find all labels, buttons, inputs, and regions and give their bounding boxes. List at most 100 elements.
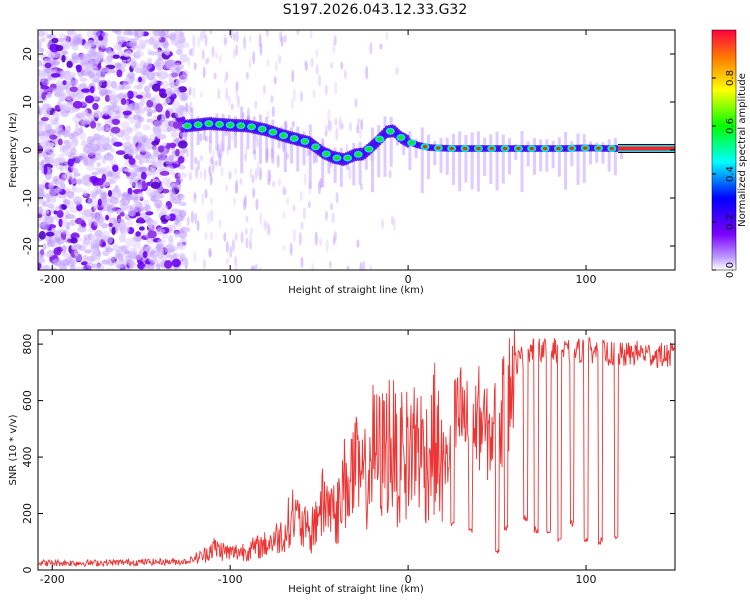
heatmap-cell — [178, 140, 188, 149]
heatmap-cell — [109, 147, 116, 153]
heatmap-cell — [272, 180, 276, 188]
heatmap-cell — [211, 46, 215, 58]
heatmap-cell — [67, 158, 75, 167]
heatmap-cell — [266, 59, 270, 67]
heatmap-cell — [268, 169, 272, 182]
heatmap-cell — [105, 127, 112, 132]
snr-trace — [38, 330, 675, 568]
heatmap-cell — [223, 34, 227, 47]
heatmap-cell — [303, 173, 307, 186]
heatmap-cell — [159, 248, 165, 255]
snr-x-tick-label: -200 — [40, 573, 65, 586]
heatmap-cell — [299, 190, 303, 202]
heatmap-cell — [225, 241, 229, 253]
heatmap-cell — [109, 159, 116, 165]
heatmap-cell — [175, 66, 181, 75]
heatmap-cell — [249, 168, 253, 179]
heatmap-cell — [216, 143, 220, 158]
ridge-blob-core — [333, 155, 340, 161]
heatmap-cell — [135, 94, 144, 99]
ridge-blob-core — [216, 122, 223, 127]
heatmap-cell — [58, 71, 64, 80]
ridge-blob-core — [301, 139, 308, 144]
heatmap-cell — [71, 139, 79, 148]
heatmap-cell — [282, 211, 286, 219]
heatmap-cell — [197, 36, 201, 49]
heatmap-cell — [101, 231, 110, 240]
heatmap-cell — [152, 145, 159, 153]
ridge-blob-core — [397, 135, 404, 140]
heatmap-cell — [208, 135, 212, 142]
heatmap-cell — [152, 258, 158, 268]
heatmap-cell — [156, 150, 162, 159]
heatmap-cell — [38, 200, 43, 205]
heatmap-cell — [38, 73, 46, 83]
heatmap-cell — [161, 253, 168, 262]
heatmap-cell — [241, 111, 245, 120]
heatmap-cell — [174, 231, 180, 238]
heatmap-cell — [255, 263, 259, 270]
heatmap-cell — [252, 265, 256, 270]
heatmap-cell — [324, 84, 328, 96]
heatmap-smear — [377, 125, 381, 178]
heatmap-cell — [86, 165, 96, 171]
heatmap-cell — [76, 64, 82, 73]
heatmap-cell — [79, 77, 88, 83]
heatmap-cell — [105, 214, 110, 221]
heatmap-cell — [74, 200, 81, 206]
heatmap-cell — [114, 94, 120, 103]
heatmap-cell — [122, 193, 132, 198]
heatmap-cell — [142, 251, 148, 259]
heatmap-cell — [57, 129, 67, 136]
heatmap-cell — [158, 72, 166, 81]
snr-y-tick-label: 600 — [21, 390, 34, 411]
heatmap-smear — [464, 134, 468, 183]
heatmap-cell — [204, 231, 208, 241]
heatmap-cell — [185, 102, 189, 113]
heatmap-cell — [186, 216, 190, 227]
heatmap-cell — [149, 97, 156, 103]
heatmap-cell — [112, 54, 120, 59]
heatmap-cell — [123, 145, 133, 154]
colorbar-label: Normalized spectral amplitude — [737, 73, 748, 227]
ridge-blob-peak — [543, 147, 548, 150]
heatmap-smear — [607, 139, 611, 172]
heatmap-cell — [133, 200, 139, 207]
heatmap-cell — [203, 168, 207, 181]
heatmap-cell — [63, 172, 72, 180]
heatmap-cell — [252, 51, 256, 65]
heatmap-cell — [40, 160, 45, 168]
heatmap-cell — [40, 37, 47, 43]
heatmap-cell — [226, 145, 230, 156]
heatmap-cell — [38, 188, 45, 198]
heatmap-cell — [163, 259, 173, 269]
heatmap-cell — [329, 202, 333, 211]
heatmap-cell — [225, 71, 229, 80]
heatmap-smear — [427, 134, 431, 180]
heatmap-cell — [282, 185, 286, 196]
heatmap-cell — [178, 228, 184, 234]
snr-y-tick-label: 200 — [21, 503, 34, 524]
heatmap-cell — [229, 245, 233, 259]
heatmap-cell — [150, 249, 156, 255]
heatmap-cell — [240, 231, 244, 244]
heatmap-cell — [232, 32, 236, 42]
heatmap-cell — [335, 191, 339, 204]
heatmap-smear — [489, 134, 493, 184]
spectrogram-y-tick-label: -10 — [21, 189, 34, 207]
heatmap-cell — [148, 37, 155, 46]
heatmap-cell — [213, 72, 217, 80]
heatmap-cell — [317, 180, 321, 195]
heatmap-cell — [246, 107, 250, 121]
heatmap-cell — [249, 233, 253, 243]
heatmap-cell — [244, 228, 248, 236]
heatmap-cell — [92, 133, 101, 141]
heatmap-cell — [38, 206, 43, 215]
heatmap-cell — [218, 219, 222, 229]
heatmap-cell — [163, 120, 173, 127]
heatmap-cell — [335, 127, 339, 142]
colorbar-ticks: 0.0 0.2 0.4 0.6 0.8 — [712, 70, 736, 278]
heatmap-cell — [41, 92, 46, 100]
heatmap-cell — [63, 102, 73, 111]
